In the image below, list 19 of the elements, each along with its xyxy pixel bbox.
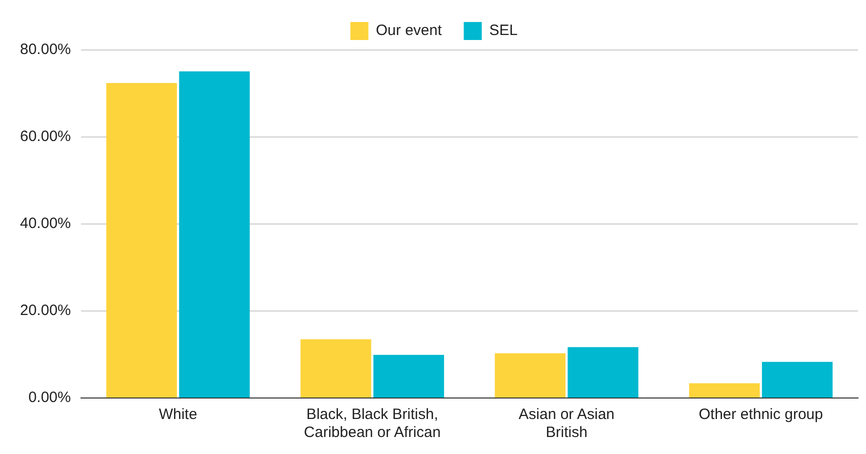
y-tick-label: 20.00%	[20, 302, 71, 320]
bar	[762, 362, 833, 398]
bar	[494, 353, 566, 398]
x-tick-label: White	[158, 406, 198, 424]
y-tick-label: 60.00%	[20, 128, 71, 146]
legend-label: SEL	[489, 22, 518, 40]
x-tick-label: Black, Black British, Caribbean or African	[304, 406, 441, 442]
y-tick-label: 80.00%	[20, 41, 71, 58]
x-tick-label: Other ethnic group	[698, 406, 823, 424]
bar	[179, 71, 250, 398]
bar	[689, 383, 760, 398]
bar	[300, 339, 372, 398]
bar	[106, 83, 177, 398]
bar	[373, 354, 444, 398]
bar	[568, 347, 638, 398]
legend-label: Our event	[376, 22, 443, 40]
y-tick-label: 0.00%	[28, 389, 71, 406]
x-tick-label: Asian or Asian British	[518, 406, 615, 442]
y-tick-label: 40.00%	[20, 215, 71, 232]
